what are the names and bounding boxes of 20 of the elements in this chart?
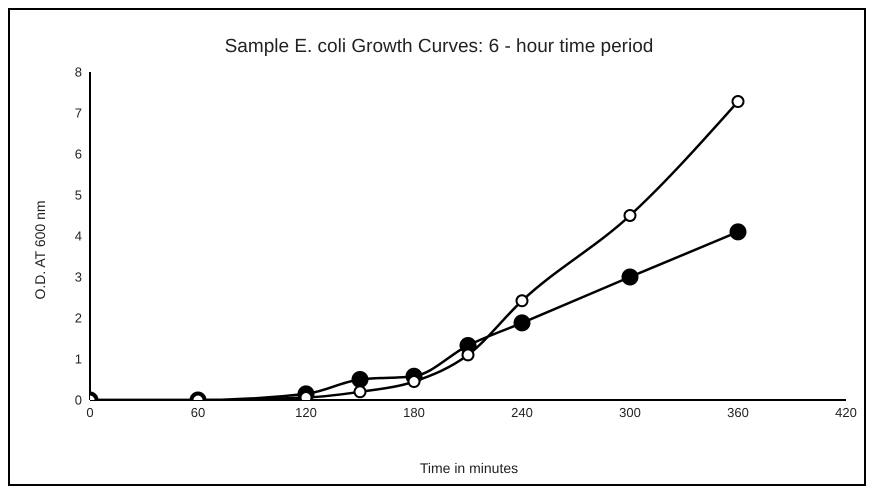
x-tick-label: 120 xyxy=(295,405,317,420)
y-tick-label: 7 xyxy=(74,106,82,121)
y-tick-label: 0 xyxy=(74,392,82,408)
y-tick-label: 8 xyxy=(74,64,82,80)
y-tick-label: 4 xyxy=(74,228,82,244)
x-tick-label: 60 xyxy=(190,405,206,420)
y-tick-label: 2 xyxy=(74,310,82,326)
chart-title: Sample E. coli Growth Curves: 6 - hour time period xyxy=(224,36,654,59)
y-tick-label: 5 xyxy=(74,188,82,203)
x-tick-label: 420 xyxy=(835,405,857,420)
x-axis-title: Time in minutes xyxy=(418,460,520,476)
y-axis-title: O.D. AT 600 nm xyxy=(32,200,48,300)
x-tick-label: 360 xyxy=(727,405,749,420)
x-tick-label: 0 xyxy=(86,405,94,420)
x-tick-label: 180 xyxy=(403,405,425,420)
x-tick-label: 300 xyxy=(619,405,641,420)
y-tick-label: 6 xyxy=(74,146,82,162)
y-tick-label: 1 xyxy=(74,352,82,367)
x-tick-label: 240 xyxy=(511,405,533,420)
y-tick-label: 3 xyxy=(74,270,82,285)
